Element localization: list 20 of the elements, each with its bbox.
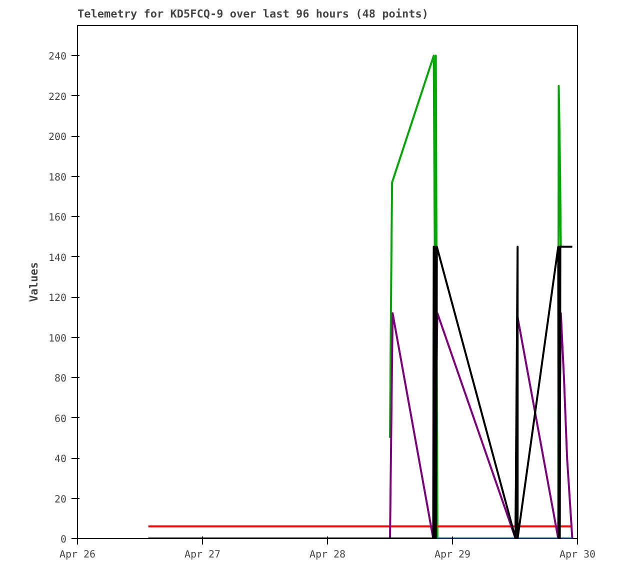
y-tick-label: 160 [48,212,66,224]
x-tick-label: Apr 30 [559,550,596,560]
y-tick-label: 180 [48,172,66,184]
y-tick-label: 100 [48,333,66,344]
y-tick-label: 220 [48,92,66,103]
y-tick-label: 120 [48,293,66,304]
y-tick-label: 40 [54,454,67,466]
x-tick-label: Apr 27 [184,550,221,560]
y-tick-label: 80 [54,374,67,385]
x-tick-label: Apr 29 [434,550,471,560]
x-tick-label: Apr 26 [59,550,96,560]
y-tick-label: 0 [60,534,67,546]
y-tick-label: 140 [48,252,66,264]
y-axis-title: Values [27,262,40,302]
y-tick-label: 200 [48,132,66,144]
x-tick-label: Apr 28 [309,550,346,560]
y-tick-label: 240 [48,52,66,63]
y-tick-label: 20 [54,494,67,506]
y-tick-label: 60 [54,414,67,425]
chart-title: Telemetry for KD5FCQ-9 over last 96 hours (48 points) [78,8,428,20]
